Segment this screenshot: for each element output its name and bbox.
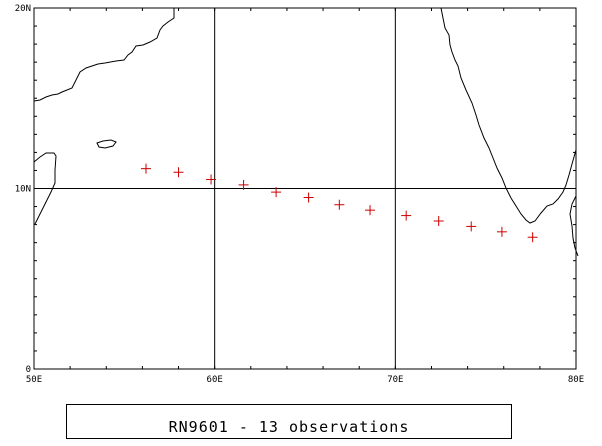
caption-box: RN9601 - 13 observations: [66, 404, 512, 439]
x-tick-label: 50E: [26, 375, 42, 385]
coastline-india: [440, 7, 577, 224]
caption-text: RN9601 - 13 observations: [168, 417, 410, 436]
coastline-socotra: [96, 139, 117, 149]
y-tick-label: 0: [26, 365, 31, 375]
observation-marker: [433, 215, 444, 226]
observation-marker: [334, 199, 345, 210]
x-tick-label: 70E: [387, 375, 403, 385]
observation-marker: [401, 210, 412, 221]
observation-marker: [141, 163, 152, 174]
observation-marker: [496, 226, 507, 237]
observation-markers: [141, 163, 538, 243]
x-tick-label: 80E: [568, 375, 584, 385]
observation-marker: [466, 221, 477, 232]
axis-labels: 50E 60E 70E 80E 0 10N 20N: [15, 4, 584, 385]
observation-marker: [303, 192, 314, 203]
observation-marker: [238, 179, 249, 190]
coastline-sri-lanka: [569, 195, 579, 257]
x-tick-label: 60E: [207, 375, 223, 385]
observation-marker: [271, 187, 282, 198]
y-tick-label: 20N: [15, 4, 31, 14]
coastline-horn-of-africa: [33, 152, 57, 225]
map-frame: [33, 7, 577, 370]
coastlines: [33, 7, 579, 257]
y-tick-label: 10N: [15, 185, 31, 195]
coastline-arabia: [33, 8, 175, 102]
observation-marker: [365, 205, 376, 216]
observation-marker: [206, 174, 217, 185]
observation-marker: [527, 232, 538, 243]
observation-marker: [173, 167, 184, 178]
gridlines: [34, 8, 576, 369]
